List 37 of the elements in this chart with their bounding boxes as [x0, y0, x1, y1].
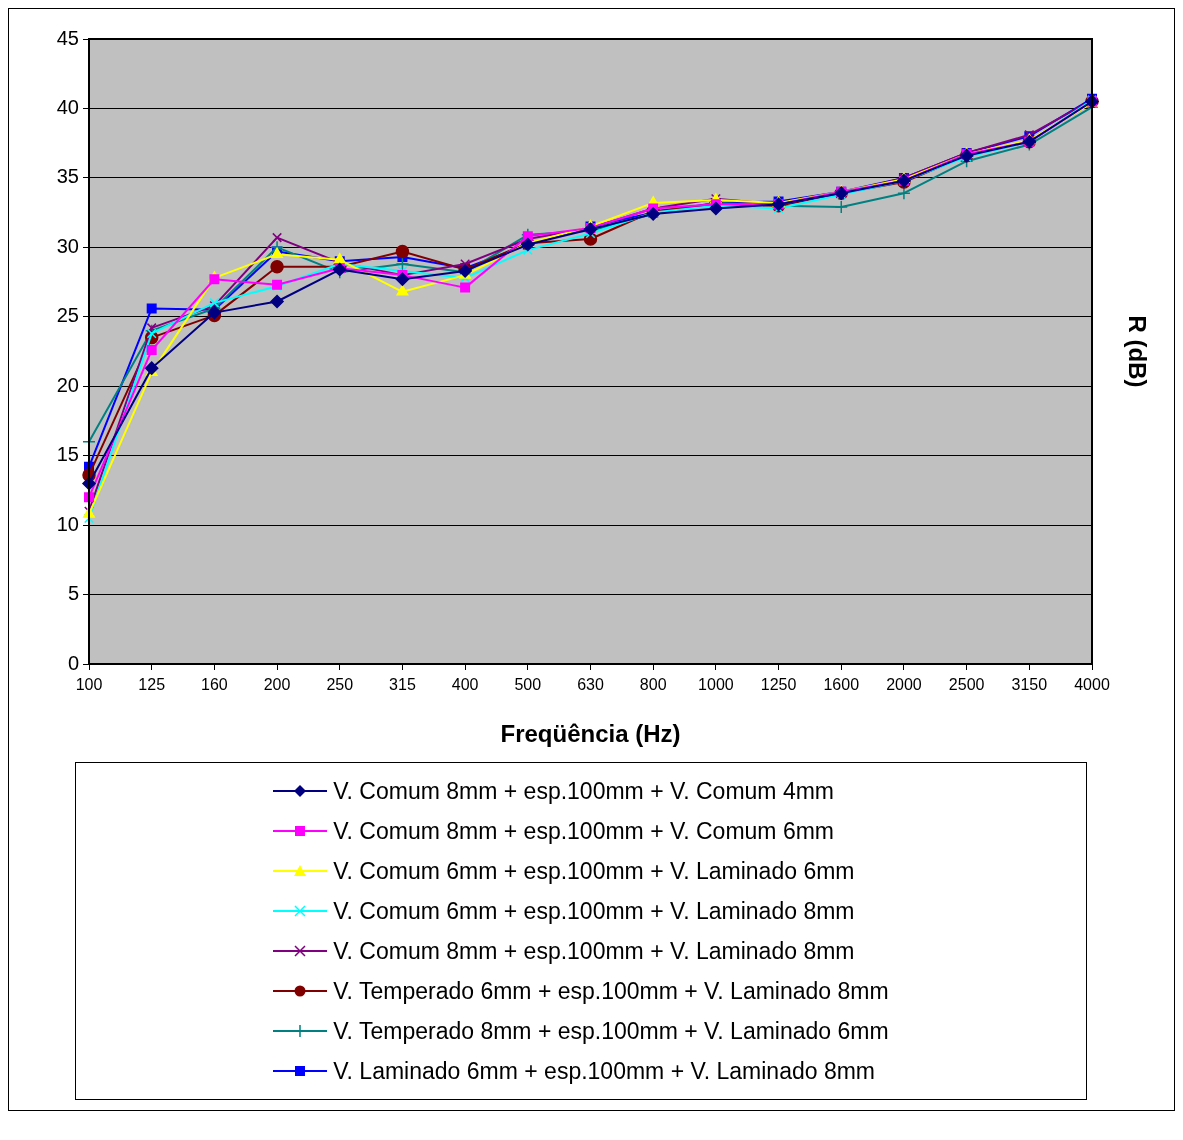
x-tick-label: 160 [201, 676, 228, 694]
x-tick-label: 4000 [1074, 676, 1110, 694]
legend-label: V. Temperado 8mm + esp.100mm + V. Laminado 6mm [333, 1017, 889, 1045]
x-tick-label: 1250 [760, 676, 797, 694]
x-tick-label: 500 [514, 676, 542, 694]
legend-label: V. Comum 8mm + esp.100mm + V. Comum 4mm [333, 777, 834, 805]
x-tick-label: 200 [263, 676, 291, 694]
y-tick-label: 30 [56, 234, 79, 257]
x-tick-label: 1600 [823, 676, 860, 694]
y-axis-title: R (dB) [1123, 315, 1151, 388]
y-tick-label: 10 [56, 512, 79, 535]
legend-label: V. Comum 6mm + esp.100mm + V. Laminado 8mm [333, 897, 855, 925]
x-tick-label: 1000 [698, 676, 734, 694]
x-tick-label: 125 [138, 676, 166, 694]
y-tick-label: 35 [56, 165, 79, 188]
legend-label: V. Comum 8mm + esp.100mm + V. Laminado 8mm [333, 937, 855, 965]
x-tick-label: 630 [577, 676, 604, 694]
y-tick-label: 45 [56, 26, 79, 49]
x-tick-label: 3150 [1011, 676, 1048, 694]
legend-label: V. Temperado 6mm + esp.100mm + V. Laminado 8mm [333, 977, 889, 1005]
legend-label: V. Comum 6mm + esp.100mm + V. Laminado 6mm [333, 857, 855, 885]
x-tick-label: 250 [326, 676, 354, 694]
y-tick-label: 25 [56, 304, 79, 327]
x-tick-label: 800 [639, 676, 667, 694]
y-tick-label: 40 [56, 95, 79, 118]
x-tick-label: 2000 [886, 676, 922, 694]
y-tick-label: 5 [67, 582, 79, 605]
x-tick-label: 400 [451, 676, 479, 694]
x-tick-label: 315 [389, 676, 416, 694]
y-tick-label: 20 [56, 373, 79, 396]
legend-label: V. Laminado 6mm + esp.100mm + V. Laminado 8mm [333, 1057, 876, 1085]
x-tick-label: 100 [75, 676, 103, 694]
legend-label: V. Comum 8mm + esp.100mm + V. Comum 6mm [333, 817, 834, 845]
x-axis-title: Freqüência (Hz) [500, 720, 681, 748]
y-tick-label: 15 [56, 443, 79, 466]
y-tick-label: 0 [67, 651, 79, 674]
x-tick-label: 2500 [948, 676, 985, 694]
